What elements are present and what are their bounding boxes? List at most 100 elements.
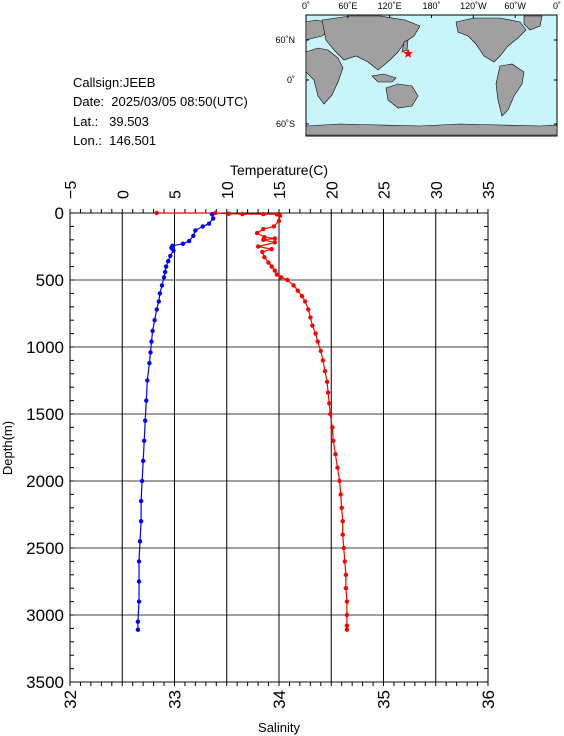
map-lon-label: 120˚W xyxy=(460,1,487,11)
salinity-tick-label: 35 xyxy=(375,690,394,709)
temperature-data-point xyxy=(315,339,320,344)
salinity-axis-title: Salinity xyxy=(258,720,300,735)
temperature-data-point xyxy=(272,240,277,245)
map-lat-label: 60˚S xyxy=(276,119,295,129)
temperature-data-point xyxy=(308,315,313,320)
salinity-data-point xyxy=(141,458,146,464)
map-landmasses xyxy=(305,15,558,136)
salinity-data-point xyxy=(135,627,141,632)
data-series xyxy=(135,210,350,632)
temperature-data-point xyxy=(340,519,345,524)
salinity-data-point xyxy=(161,275,167,280)
salinity-tick-label: 32 xyxy=(61,690,80,709)
temperature-data-point xyxy=(310,323,315,328)
temperature-data-point xyxy=(340,532,345,537)
salinity-data-point xyxy=(159,283,165,288)
salinity-data-point xyxy=(191,233,196,238)
map-lon-label: 120˚E xyxy=(378,1,402,11)
temperature-data-point xyxy=(324,379,330,384)
map-lon-label: 0˚ xyxy=(553,1,561,11)
salinity-data-point xyxy=(206,221,212,226)
temperature-data-point xyxy=(271,224,276,229)
temperature-data-point xyxy=(339,505,344,510)
temperature-data-point xyxy=(327,401,332,406)
salinity-data-point xyxy=(193,228,198,233)
salinity-data-point xyxy=(200,224,205,229)
temperature-data-point xyxy=(272,236,277,241)
depth-tick-label: 3000 xyxy=(26,606,64,625)
depth-tick-label: 2000 xyxy=(26,472,64,491)
salinity-data-point xyxy=(145,378,150,383)
map-latitude-labels: 60˚N 0˚ 60˚S xyxy=(275,35,295,129)
callsign-text: Callsign:JEEB xyxy=(73,75,156,90)
depth-tick-label: 1000 xyxy=(26,338,64,357)
temperature-data-point xyxy=(299,293,305,299)
salinity-data-point xyxy=(211,216,216,221)
temperature-data-point xyxy=(274,272,280,277)
temperature-data-point xyxy=(269,264,274,269)
salinity-data-point xyxy=(138,519,144,524)
temperature-data-point xyxy=(261,211,266,217)
temperature-data-point xyxy=(313,331,318,336)
salinity-data-point xyxy=(135,619,141,624)
salinity-data-point xyxy=(148,350,153,355)
temperature-data-point xyxy=(342,559,347,564)
salinity-data-point xyxy=(136,559,142,564)
temperature-profile-line xyxy=(156,212,348,630)
salinity-data-point xyxy=(166,259,171,264)
temperature-data-point xyxy=(344,599,350,604)
map-lat-label: 60˚N xyxy=(275,35,295,45)
salinity-data-point xyxy=(138,498,144,504)
salinity-tick-label: 33 xyxy=(166,690,185,709)
temperature-data-point xyxy=(269,247,274,252)
salinity-data-point xyxy=(209,212,215,217)
temperature-data-point xyxy=(254,230,260,236)
temperature-data-point xyxy=(278,275,284,280)
temperature-data-point xyxy=(255,244,261,249)
land-north-america xyxy=(455,17,527,63)
temperature-data-point xyxy=(306,307,311,312)
temperature-axis-title: Temperature(C) xyxy=(230,162,328,178)
temperature-data-point xyxy=(291,283,296,288)
map-lon-label: 60˚W xyxy=(504,1,526,11)
salinity-data-point xyxy=(150,328,155,334)
salinity-data-point xyxy=(143,418,148,423)
land-indonesia xyxy=(371,73,397,83)
temperature-data-point xyxy=(325,390,331,395)
temperature-data-point xyxy=(318,348,323,354)
plot-grid xyxy=(69,212,489,683)
salinity-data-point xyxy=(171,248,176,253)
temperature-tick-label: 10 xyxy=(220,181,237,199)
temperature-data-point xyxy=(328,411,333,417)
temperature-tick-label: 15 xyxy=(272,181,289,199)
salinity-data-point xyxy=(149,339,154,344)
temperature-data-point xyxy=(331,438,336,443)
temperature-tick-label: 5 xyxy=(168,190,185,199)
temperature-tick-label: −5 xyxy=(63,181,80,199)
map-lon-label: 180˚ xyxy=(422,1,440,11)
latitude-text: Lat.: 39.503 xyxy=(73,114,149,129)
temperature-data-point xyxy=(154,210,159,216)
salinity-data-point xyxy=(162,269,168,275)
salinity-data-point xyxy=(136,599,142,604)
temperature-data-point xyxy=(333,452,338,457)
station-star-marker xyxy=(403,48,413,58)
plot-tick-labels: 0 500 1000 1500 2000 2500 3000 3500 −5 0 5 10 15 20 25… xyxy=(26,181,498,709)
temperature-data-point xyxy=(262,255,267,260)
salinity-data-point xyxy=(157,291,163,296)
salinity-tick-label: 34 xyxy=(270,690,289,709)
map-lon-label: 0˚ xyxy=(302,1,310,11)
salinity-data-point xyxy=(168,253,173,259)
map-longitude-labels: 0˚ 60˚E 120˚E 180˚ 120˚W 60˚W 0˚ xyxy=(302,1,561,11)
salinity-data-point xyxy=(144,398,149,403)
temperature-data-point xyxy=(261,237,266,242)
temperature-tick-label: 30 xyxy=(429,181,446,199)
salinity-profile-line xyxy=(137,214,214,630)
map-ticks xyxy=(305,15,558,125)
land-antarctica xyxy=(305,123,558,136)
temperature-data-point xyxy=(344,612,350,618)
land-south-america xyxy=(495,63,525,117)
map-lat-label: 0˚ xyxy=(287,75,295,85)
world-map: 0˚ 60˚E 120˚E 180˚ 120˚W 60˚W 0˚ 60˚N 0˚ 60˚S xyxy=(275,1,561,137)
